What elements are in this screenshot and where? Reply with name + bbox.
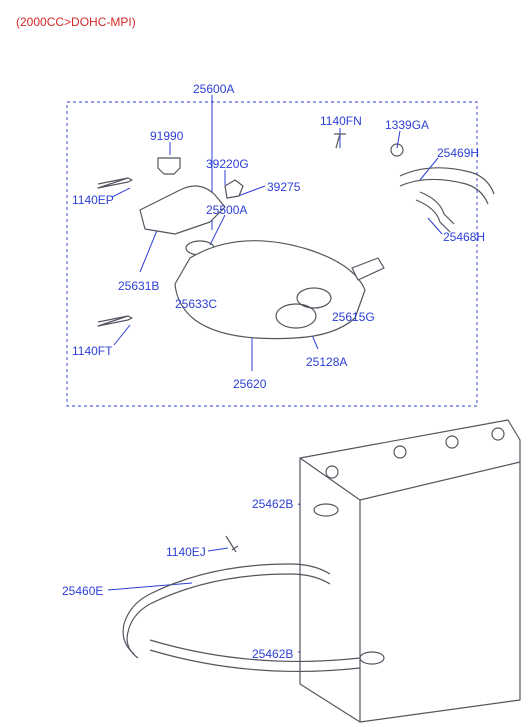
part-25462B-top[interactable]: 25462B — [252, 498, 293, 510]
part-25615G[interactable]: 25615G — [332, 311, 375, 323]
part-25631B[interactable]: 25631B — [118, 280, 159, 292]
part-25462B-bot[interactable]: 25462B — [252, 648, 293, 660]
part-25468H[interactable]: 25468H — [443, 231, 485, 243]
part-1339GA[interactable]: 1339GA — [385, 119, 429, 131]
part-91990[interactable]: 91990 — [150, 130, 183, 142]
part-1140EP[interactable]: 1140EP — [72, 194, 114, 206]
part-25128A[interactable]: 25128A — [306, 356, 347, 368]
part-25633C[interactable]: 25633C — [175, 298, 217, 310]
part-39220G[interactable]: 39220G — [206, 158, 249, 170]
part-25460E[interactable]: 25460E — [62, 585, 103, 597]
tech-drawing — [98, 134, 520, 722]
diagram-svg: .lead { stroke:#2c3fd6; stroke-width:1; … — [0, 0, 532, 727]
part-39275[interactable]: 39275 — [267, 181, 300, 193]
part-25500A[interactable]: 25500A — [206, 204, 247, 216]
part-25469H[interactable]: 25469H — [437, 147, 479, 159]
part-1140FN[interactable]: 1140FN — [320, 115, 362, 127]
part-25620[interactable]: 25620 — [233, 378, 266, 390]
part-1140EJ[interactable]: 1140EJ — [166, 546, 206, 558]
part-25600A[interactable]: 25600A — [193, 83, 234, 95]
part-1140FT[interactable]: 1140FT — [72, 345, 112, 357]
